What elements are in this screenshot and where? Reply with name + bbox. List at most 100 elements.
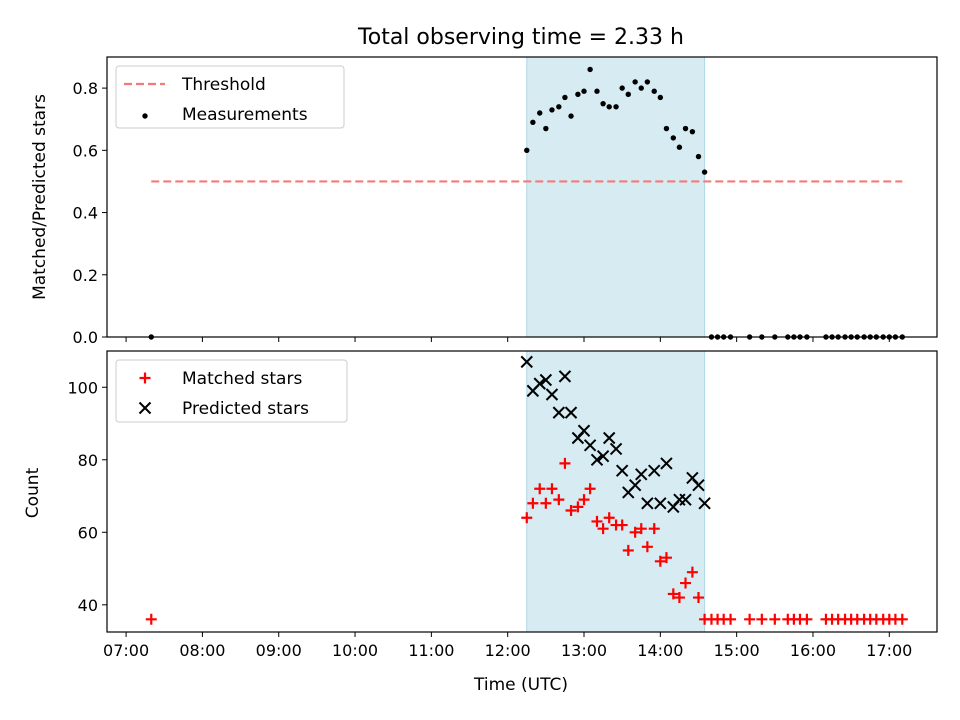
bottom-axes-frame <box>106 350 938 633</box>
matched-star-point <box>521 512 533 524</box>
measurement-point <box>549 107 555 113</box>
legend-label: Threshold <box>181 75 266 95</box>
matched-star-point <box>603 512 615 524</box>
measurement-point <box>543 125 549 132</box>
matched-star-point <box>667 588 679 600</box>
x-tick-label: 08:00 <box>179 641 225 660</box>
bottom-series-predicted-stars <box>520 355 711 514</box>
measurement-point <box>613 104 619 110</box>
measurement-point <box>638 85 644 91</box>
predicted-star-point <box>628 478 642 492</box>
x-tick-label: 14:00 <box>637 641 683 660</box>
measurement-point <box>632 79 638 85</box>
matched-star-point <box>546 483 558 495</box>
measurement-point <box>556 104 562 110</box>
predicted-star-point <box>558 370 572 383</box>
matched-star-point <box>648 523 660 535</box>
top-y-tick-label: 0.2 <box>73 266 98 285</box>
predicted-star-point <box>533 377 546 390</box>
matched-star-point <box>660 552 672 564</box>
measurement-point <box>625 91 631 98</box>
matched-star-point <box>622 544 634 556</box>
matched-star-point <box>527 497 539 509</box>
legend-label: Measurements <box>182 105 308 125</box>
measurement-point <box>663 125 670 132</box>
measurement-point <box>568 113 574 119</box>
top-y-tick-label: 0.6 <box>73 141 98 160</box>
predicted-star-point <box>602 431 616 445</box>
bottom-series-matched-stars <box>145 457 908 625</box>
measurement-point <box>600 100 606 107</box>
matched-star-point <box>553 494 565 506</box>
x-tick-label: 15:00 <box>714 641 760 660</box>
predicted-star-point <box>552 406 566 419</box>
top-axes-frame <box>106 56 938 338</box>
predicted-star-point <box>648 464 661 477</box>
measurement-point <box>695 153 702 160</box>
top-observing-window <box>526 56 706 338</box>
matched-star-point <box>572 501 584 513</box>
top-panel: 0.0 0.2 0.4 0.6 0.8 Threshold Measurements <box>73 56 938 347</box>
predicted-star-point <box>654 497 667 510</box>
predicted-star-point <box>692 478 705 492</box>
predicted-star-point <box>609 442 623 456</box>
bottom-y-tick-label: 60 <box>78 523 98 542</box>
legend-x-swatch <box>138 401 152 415</box>
measurement-point <box>676 144 683 150</box>
measurement-point <box>689 128 696 135</box>
predicted-star-point <box>679 493 692 506</box>
measurement-point <box>682 125 689 132</box>
predicted-star-point <box>564 406 578 419</box>
bottom-y-tick-label: 100 <box>67 378 98 397</box>
x-tick-label: 13:00 <box>561 641 607 660</box>
bottom-y-axis-label: Count <box>23 467 43 518</box>
measurement-point <box>594 88 600 94</box>
measurement-point <box>651 88 657 94</box>
matched-star-point <box>769 613 781 625</box>
predicted-star-point <box>596 449 610 463</box>
matched-star-point <box>629 526 641 538</box>
predicted-star-point <box>539 373 553 387</box>
predicted-star-point <box>641 497 654 510</box>
matched-star-point <box>744 613 756 625</box>
measurement-point <box>581 88 587 94</box>
matched-star-point <box>635 523 647 535</box>
predicted-star-point <box>545 388 559 401</box>
matched-star-point <box>756 613 768 625</box>
measurement-point <box>619 85 625 91</box>
matched-star-point <box>584 483 596 495</box>
top-y-tick-label: 0.0 <box>73 328 98 347</box>
top-y-axis-label: Matched/Predicted stars <box>30 94 50 300</box>
measurement-point <box>524 147 530 154</box>
matched-star-point <box>801 613 813 625</box>
measurement-point <box>587 66 593 73</box>
measurement-point <box>644 79 651 85</box>
predicted-star-point <box>520 355 533 369</box>
bottom-y-tick-label: 40 <box>78 596 98 615</box>
measurement-point <box>575 91 581 98</box>
matched-star-point <box>725 613 737 625</box>
legend-box <box>115 65 345 129</box>
predicted-star-point <box>577 424 591 437</box>
x-tick-label: 12:00 <box>485 641 531 660</box>
matched-star-point <box>540 497 552 509</box>
predicted-star-point <box>590 453 604 466</box>
matched-star-point <box>686 566 698 578</box>
bottom-panel: 40 60 80 100 07:00 08:00 09:00 10:00 11:00 12:00 1… <box>67 350 938 660</box>
predicted-star-point <box>615 464 629 477</box>
predicted-star-point <box>635 468 648 481</box>
measurement-point <box>562 94 568 101</box>
matched-star-point <box>673 592 685 604</box>
x-axis-label: Time (UTC) <box>473 675 568 695</box>
legend-box <box>115 359 348 423</box>
legend-plus-swatch <box>139 372 151 384</box>
x-tick-label: 17:00 <box>866 641 912 660</box>
measurement-point <box>530 119 536 126</box>
top-y-tick-label: 0.8 <box>73 79 98 98</box>
matched-star-point <box>692 592 704 604</box>
matched-star-point <box>559 457 571 469</box>
matched-star-point <box>654 555 666 567</box>
legend-label: Matched stars <box>182 369 302 389</box>
matched-star-point <box>597 523 609 535</box>
